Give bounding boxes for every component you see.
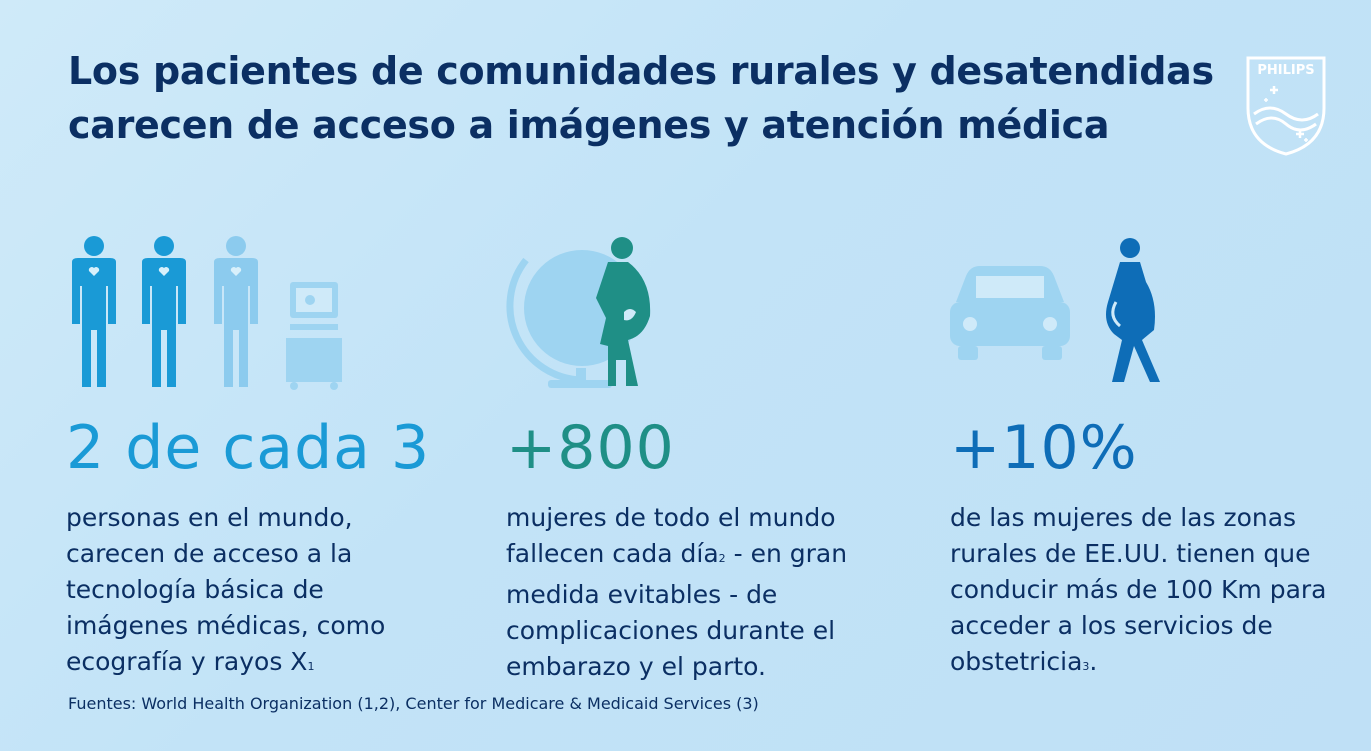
people-icons bbox=[72, 236, 342, 390]
sources-footnote: Fuentes: World Health Organization (1,2)… bbox=[68, 694, 759, 713]
person-faded-icon bbox=[214, 236, 258, 387]
globe-woman-icons bbox=[506, 237, 651, 388]
stat-value-2: +800 bbox=[506, 413, 675, 483]
logo-text: PHILIPS bbox=[1257, 63, 1314, 78]
car-icon bbox=[950, 266, 1070, 360]
stat-description-1: personas en el mundo, carecen de acceso … bbox=[66, 503, 386, 676]
stat-description-3: de las mujeres de las zonas rurales de E… bbox=[950, 503, 1327, 676]
reference-1: 1 bbox=[307, 660, 315, 673]
reference-3: 3 bbox=[1082, 660, 1090, 673]
person-icon bbox=[72, 236, 116, 387]
stat-value-1: 2 de cada 3 bbox=[66, 413, 431, 483]
pregnant-woman-icon bbox=[596, 237, 651, 386]
car-woman-icons bbox=[950, 238, 1160, 382]
page-title: Los pacientes de comunidades rurales y d… bbox=[68, 44, 1228, 152]
walking-pregnant-woman-icon bbox=[1106, 238, 1160, 382]
imaging-machine-icon bbox=[286, 282, 342, 390]
reference-2: 2 bbox=[718, 552, 726, 565]
title-line-2: carecen de acceso a imágenes y atención … bbox=[68, 103, 1110, 147]
stat-description-2: mujeres de todo el mundo fallecen cada d… bbox=[506, 503, 848, 681]
philips-logo: PHILIPS bbox=[1246, 56, 1326, 156]
person-icon bbox=[142, 236, 186, 387]
stat-value-3: +10% bbox=[950, 413, 1138, 483]
title-line-1: Los pacientes de comunidades rurales y d… bbox=[68, 49, 1214, 93]
